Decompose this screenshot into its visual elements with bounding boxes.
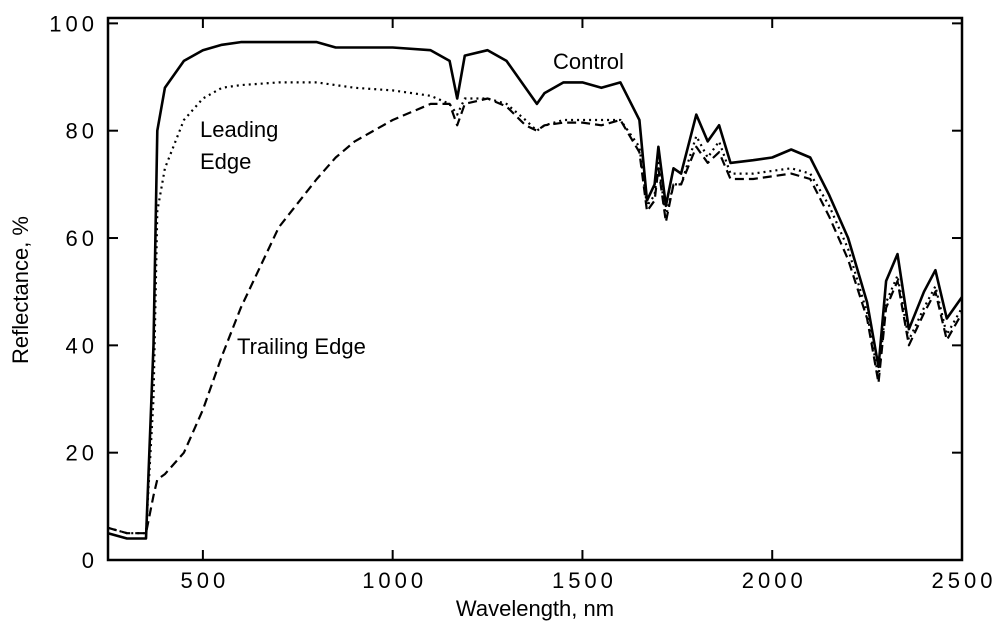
y-tick-label: 80 — [66, 119, 98, 144]
y-tick-label: 40 — [66, 333, 98, 358]
x-tick-label: 1500 — [552, 568, 617, 593]
x-tick-label: 2000 — [742, 568, 807, 593]
series-line — [107, 97, 963, 535]
plot-frame — [106, 16, 964, 562]
series-label: Control — [553, 49, 624, 74]
series-label: Leading Edge — [200, 117, 279, 174]
y-tick-label: 60 — [66, 226, 98, 251]
x-axis-label: Wavelength, nm — [456, 596, 614, 621]
x-tick-label: 2500 — [932, 568, 997, 593]
x-tick-label: 1000 — [362, 568, 427, 593]
y-tick-label: 0 — [82, 548, 98, 573]
series-label: Trailing Edge — [237, 334, 366, 359]
x-tick-label: 500 — [181, 568, 230, 593]
y-tick-label: 20 — [66, 441, 98, 466]
y-axis-label: Reflectance, % — [8, 216, 33, 364]
series-line — [107, 40, 964, 540]
y-tick-label: 100 — [49, 11, 98, 36]
series-line — [107, 81, 963, 535]
